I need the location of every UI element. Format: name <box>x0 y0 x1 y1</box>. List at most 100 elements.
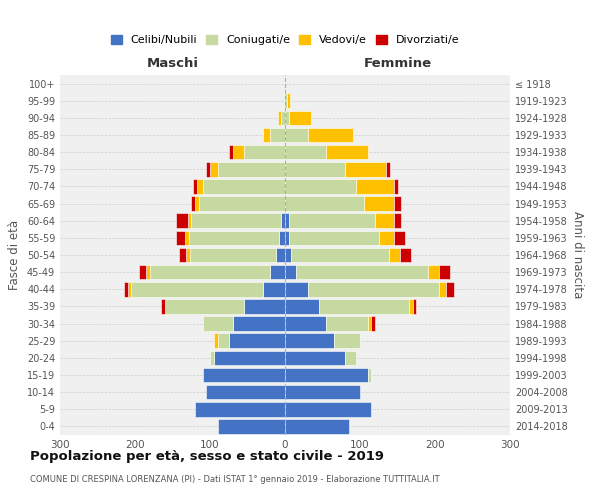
Bar <box>203 368 285 382</box>
Bar <box>203 316 233 331</box>
Bar <box>400 248 411 262</box>
Bar <box>218 334 229 348</box>
Bar <box>206 385 285 400</box>
Y-axis label: Anni di nascita: Anni di nascita <box>571 212 584 298</box>
Bar <box>263 282 285 296</box>
Bar <box>244 299 285 314</box>
Bar <box>176 230 185 245</box>
Bar <box>289 214 375 228</box>
Bar <box>218 162 285 176</box>
Bar <box>128 282 131 296</box>
Bar <box>439 282 446 296</box>
Bar <box>197 179 203 194</box>
Bar <box>285 214 289 228</box>
Bar <box>394 179 398 194</box>
Bar <box>446 282 454 296</box>
Bar <box>379 230 394 245</box>
Bar <box>285 350 345 365</box>
Bar <box>179 248 186 262</box>
Bar <box>281 214 285 228</box>
Bar <box>326 145 367 160</box>
Bar <box>394 196 401 211</box>
Bar <box>281 110 285 125</box>
Bar <box>285 334 334 348</box>
Bar <box>364 196 394 211</box>
Bar <box>193 179 197 194</box>
Bar <box>191 196 195 211</box>
Bar <box>187 214 191 228</box>
Bar <box>285 196 364 211</box>
Bar <box>345 162 386 176</box>
Bar <box>285 316 326 331</box>
Bar <box>139 265 146 280</box>
Bar <box>214 350 285 365</box>
Bar <box>389 248 400 262</box>
Bar <box>371 316 375 331</box>
Bar <box>218 419 285 434</box>
Bar <box>287 94 290 108</box>
Bar <box>270 128 285 142</box>
Bar <box>285 162 345 176</box>
Bar <box>427 265 439 280</box>
Bar <box>289 110 311 125</box>
Bar <box>285 368 367 382</box>
Bar <box>334 334 360 348</box>
Bar <box>195 402 285 416</box>
Bar <box>233 145 244 160</box>
Bar <box>285 282 308 296</box>
Bar <box>326 316 367 331</box>
Bar <box>285 145 326 160</box>
Bar <box>289 230 379 245</box>
Bar <box>285 230 289 245</box>
Bar <box>229 334 285 348</box>
Bar <box>285 179 356 194</box>
Bar <box>308 128 353 142</box>
Text: COMUNE DI CRESPINA LORENZANA (PI) - Dati ISTAT 1° gennaio 2019 - Elaborazione TU: COMUNE DI CRESPINA LORENZANA (PI) - Dati… <box>30 475 440 484</box>
Bar <box>229 145 233 160</box>
Bar <box>394 214 401 228</box>
Bar <box>285 402 371 416</box>
Bar <box>210 350 214 365</box>
Bar <box>244 145 285 160</box>
Bar <box>206 162 210 176</box>
Bar <box>375 214 394 228</box>
Bar <box>413 299 416 314</box>
Bar <box>185 230 189 245</box>
Bar <box>150 265 270 280</box>
Bar <box>367 316 371 331</box>
Bar <box>308 282 439 296</box>
Bar <box>190 248 276 262</box>
Bar <box>191 214 281 228</box>
Bar <box>186 248 190 262</box>
Bar <box>285 128 308 142</box>
Bar <box>285 385 360 400</box>
Bar <box>285 110 289 125</box>
Bar <box>285 248 291 262</box>
Bar <box>233 316 285 331</box>
Bar <box>277 110 281 125</box>
Bar <box>270 265 285 280</box>
Bar <box>356 179 394 194</box>
Bar <box>124 282 128 296</box>
Bar <box>146 265 150 280</box>
Bar <box>285 299 319 314</box>
Bar <box>386 162 390 176</box>
Bar <box>367 368 371 382</box>
Bar <box>319 299 409 314</box>
Bar <box>276 248 285 262</box>
Bar <box>210 162 218 176</box>
Bar <box>199 196 285 211</box>
Bar <box>131 282 263 296</box>
Bar <box>285 265 296 280</box>
Y-axis label: Fasce di età: Fasce di età <box>8 220 21 290</box>
Bar <box>285 419 349 434</box>
Bar <box>195 196 199 211</box>
Bar <box>285 94 287 108</box>
Bar <box>439 265 450 280</box>
Legend: Celibi/Nubili, Coniugati/e, Vedovi/e, Divorziati/e: Celibi/Nubili, Coniugati/e, Vedovi/e, Di… <box>106 30 464 50</box>
Bar <box>284 94 285 108</box>
Text: Popolazione per età, sesso e stato civile - 2019: Popolazione per età, sesso e stato civil… <box>30 450 384 463</box>
Bar <box>165 299 244 314</box>
Bar <box>291 248 389 262</box>
Bar <box>161 299 165 314</box>
